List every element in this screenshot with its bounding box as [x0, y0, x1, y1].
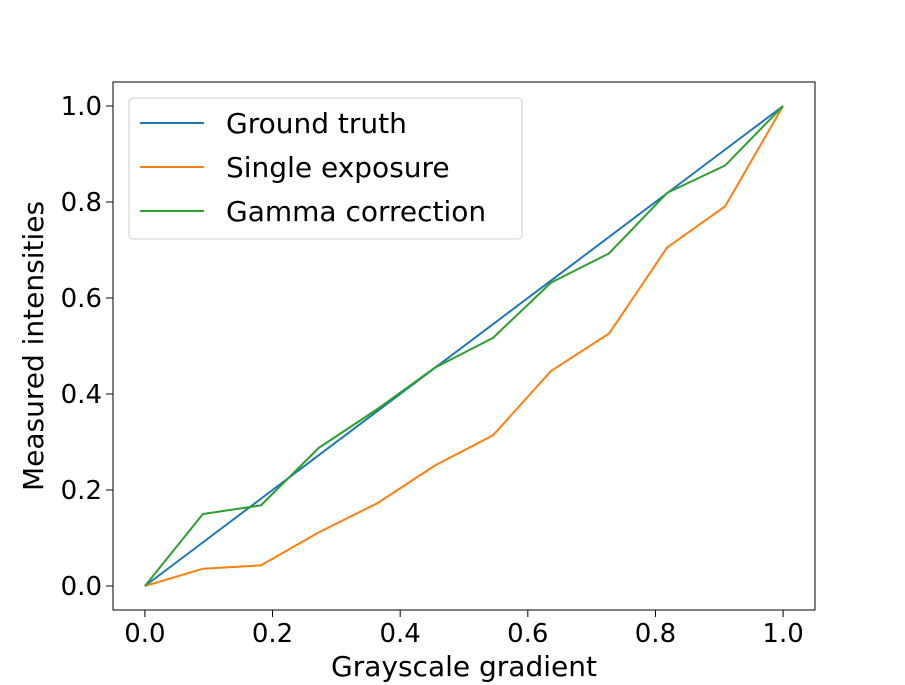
- x-tick-label: 0.0: [124, 619, 165, 649]
- legend-box: [128, 97, 523, 240]
- y-axis-label: Measured intensities: [17, 201, 50, 491]
- y-tick-label: 0.8: [61, 188, 102, 218]
- x-tick-label: 0.2: [252, 619, 293, 649]
- series-layer: [144, 105, 784, 587]
- legend-label: Single exposure: [226, 151, 450, 184]
- x-tick-label: 0.8: [635, 619, 676, 649]
- series-line-3: [144, 105, 784, 587]
- y-tick-label: 0.2: [61, 476, 102, 506]
- series-line-2: [144, 105, 784, 587]
- x-tick-label: 0.6: [507, 619, 548, 649]
- x-tick-label: 1.0: [762, 619, 803, 649]
- legend: Ground truth Single exposure Gamma correct…: [128, 97, 523, 240]
- x-tick-label: 0.4: [380, 619, 421, 649]
- y-tick-label: 0.6: [61, 284, 102, 314]
- y-axis-ticks: 0.0 0.2 0.4 0.6 0.8 1.0: [61, 92, 113, 602]
- x-axis-ticks: 0.0 0.2 0.4 0.6 0.8 1.0: [124, 610, 804, 649]
- y-tick-label: 0.0: [61, 572, 102, 602]
- y-tick-label: 1.0: [61, 92, 102, 122]
- axes-frame: [112, 81, 816, 611]
- legend-label: Gamma correction: [226, 195, 486, 228]
- y-tick-label: 0.4: [61, 380, 102, 410]
- x-axis-label: Grayscale gradient: [331, 650, 597, 683]
- legend-label: Ground truth: [226, 107, 407, 140]
